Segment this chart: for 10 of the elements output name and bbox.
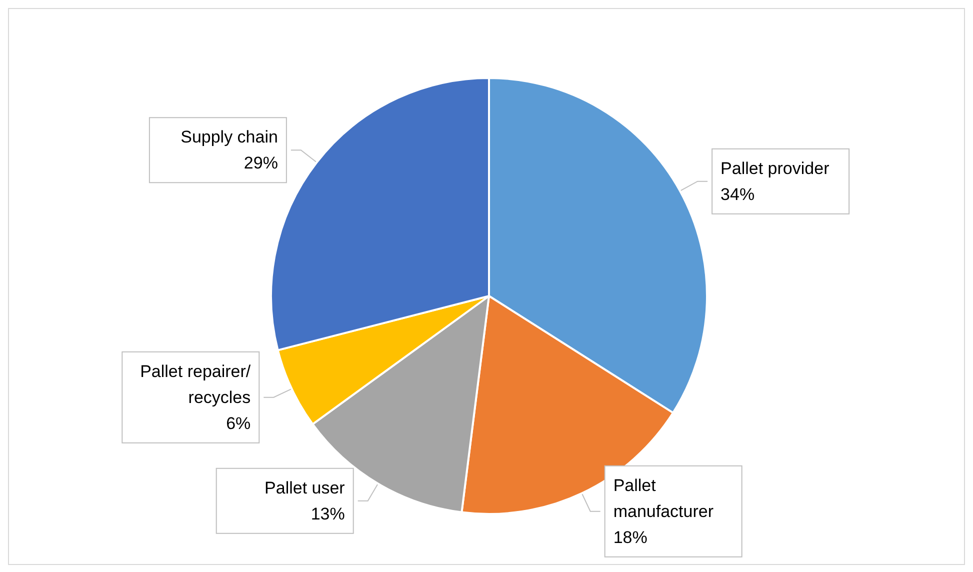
slice-label: Supply chain: [180, 128, 278, 147]
data-label: 29%: [244, 154, 278, 173]
slice-label: Pallet repairer/recycles: [140, 362, 251, 407]
data-label: 18%: [613, 528, 648, 547]
slice-label: Pallet manufacturer: [613, 476, 714, 521]
slice-label: Pallet provider: [720, 158, 830, 178]
slice-label: Pallet user: [264, 478, 346, 498]
data-label: 34%: [720, 184, 755, 204]
data-label: 13%: [310, 504, 345, 524]
data-label: 6%: [226, 414, 251, 433]
